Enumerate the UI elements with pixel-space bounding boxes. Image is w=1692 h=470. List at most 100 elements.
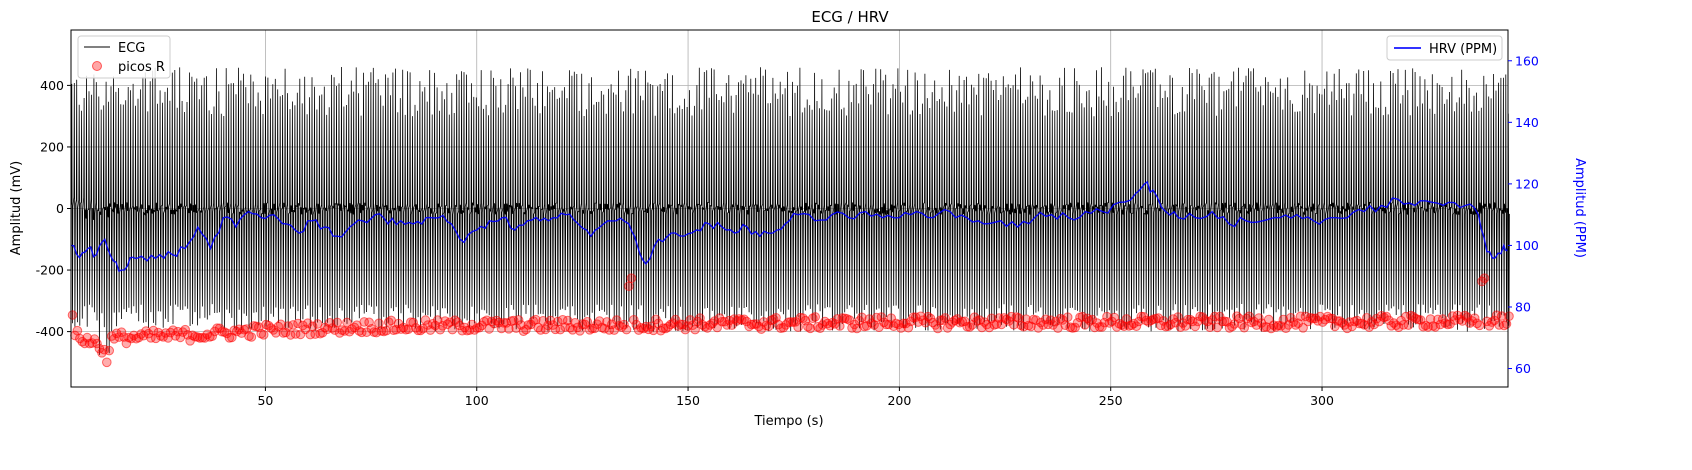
r-peak-point	[258, 330, 269, 340]
r-peak-point	[626, 273, 637, 284]
r-peak-point	[1109, 312, 1120, 323]
x-tick-label: 250	[1099, 393, 1123, 408]
r-peak-point	[1496, 311, 1507, 321]
r-peak-point	[1474, 320, 1485, 331]
y-tick-label: 400	[40, 78, 64, 93]
legend-peaks-swatch	[92, 61, 102, 71]
r-peak-point	[1315, 311, 1325, 322]
legend-right: HRV (PPM)	[1386, 35, 1503, 61]
r-peak-point	[562, 315, 573, 326]
r-peak-point	[246, 332, 257, 342]
r-peak-point	[146, 333, 156, 343]
r-peak-point	[180, 324, 190, 335]
r-peak-point	[810, 312, 821, 322]
y-right-tick-label: 100	[1515, 238, 1539, 253]
r-peak-point	[332, 317, 343, 328]
ecg-line	[71, 66, 1510, 355]
r-peak-point	[1205, 322, 1215, 333]
y-right-tick-label: 60	[1515, 361, 1531, 376]
r-peak-point	[72, 325, 83, 336]
y-tick-label: 200	[40, 139, 64, 154]
legend-hrv-label: HRV (PPM)	[1429, 42, 1497, 57]
r-peak-point	[342, 317, 352, 328]
r-peak-point	[1369, 319, 1379, 330]
r-peak-point	[356, 327, 367, 338]
r-peak-point	[805, 323, 816, 334]
r-peak-point	[1187, 316, 1198, 327]
r-peak-point	[1425, 314, 1436, 324]
r-peak-point	[1239, 322, 1249, 333]
r-peak-point	[513, 315, 524, 325]
x-tick-label: 50	[257, 393, 273, 408]
hrv-series	[70, 180, 1509, 273]
r-peaks-series	[67, 273, 1514, 368]
x-tick-label: 100	[465, 393, 489, 408]
r-peak-point	[869, 320, 879, 330]
r-peak-point	[114, 332, 124, 342]
r-peak-point	[173, 326, 183, 337]
r-peak-point	[835, 321, 845, 331]
r-peak-point	[1217, 316, 1227, 327]
r-peak-point	[403, 324, 414, 335]
r-peak-point	[1070, 322, 1080, 333]
y-right-tick-label: 160	[1515, 53, 1539, 68]
r-peak-point	[1119, 321, 1129, 332]
r-peak-point	[1364, 322, 1374, 332]
r-peak-point	[359, 317, 370, 327]
r-peak-point	[79, 338, 90, 349]
r-peak-point	[104, 345, 114, 356]
r-peak-point	[1131, 321, 1142, 332]
r-peak-point	[629, 315, 639, 325]
y-right-tick-label: 140	[1515, 115, 1539, 130]
r-peak-point	[1190, 321, 1200, 332]
r-peak-point	[1038, 320, 1048, 330]
y-tick-label: 0	[56, 201, 64, 216]
r-peak-point	[881, 319, 892, 330]
r-peak-point	[648, 325, 659, 336]
r-peak-point	[1504, 311, 1514, 322]
r-peak-point	[876, 312, 887, 322]
r-peak-point	[1469, 313, 1480, 324]
r-peak-point	[871, 312, 882, 323]
r-peak-point	[445, 317, 455, 328]
r-peak-point	[1099, 317, 1110, 328]
y-axis-ticks: -400 -200 0 200 400	[36, 78, 71, 339]
r-peak-point	[631, 319, 642, 330]
r-peak-point	[418, 323, 428, 334]
y-right-tick-label: 80	[1515, 299, 1531, 314]
chart-title: ECG / HRV	[811, 8, 889, 26]
y-axis-right-label: Amplitud (PPM)	[1572, 158, 1587, 258]
r-peak-point	[197, 332, 208, 343]
y-tick-label: -400	[36, 324, 64, 339]
r-peak-point	[1450, 315, 1460, 325]
r-peak-point	[604, 325, 615, 335]
r-peak-point	[151, 333, 161, 344]
r-peak-point	[325, 318, 335, 328]
r-peak-point	[290, 329, 301, 339]
r-peak-point	[624, 281, 634, 292]
r-peak-point	[374, 318, 384, 329]
r-peak-point	[339, 326, 350, 336]
x-tick-label: 300	[1310, 393, 1334, 408]
r-peak-point	[545, 315, 556, 326]
r-peak-point	[447, 324, 458, 335]
r-peak-point	[974, 315, 985, 326]
r-peak-point	[1013, 313, 1024, 323]
r-peak-point	[611, 315, 622, 325]
r-peak-point	[1332, 316, 1343, 326]
r-peak-point	[67, 310, 78, 320]
r-peak-point	[317, 327, 328, 338]
r-peak-point	[1283, 320, 1294, 330]
y-axis-label: Amplitud (mV)	[9, 161, 24, 255]
r-peak-point	[1062, 312, 1073, 323]
r-peak-point	[121, 338, 132, 349]
x-tick-label: 150	[676, 393, 700, 408]
r-peak-point	[857, 312, 867, 323]
r-peak-point	[935, 315, 946, 326]
r-peak-point	[207, 331, 217, 342]
r-peak-point	[102, 357, 112, 368]
legend-left: ECG picos R	[77, 35, 171, 79]
x-tick-label: 200	[887, 393, 911, 408]
r-peak-point	[1295, 311, 1306, 322]
r-peak-point	[455, 320, 465, 331]
